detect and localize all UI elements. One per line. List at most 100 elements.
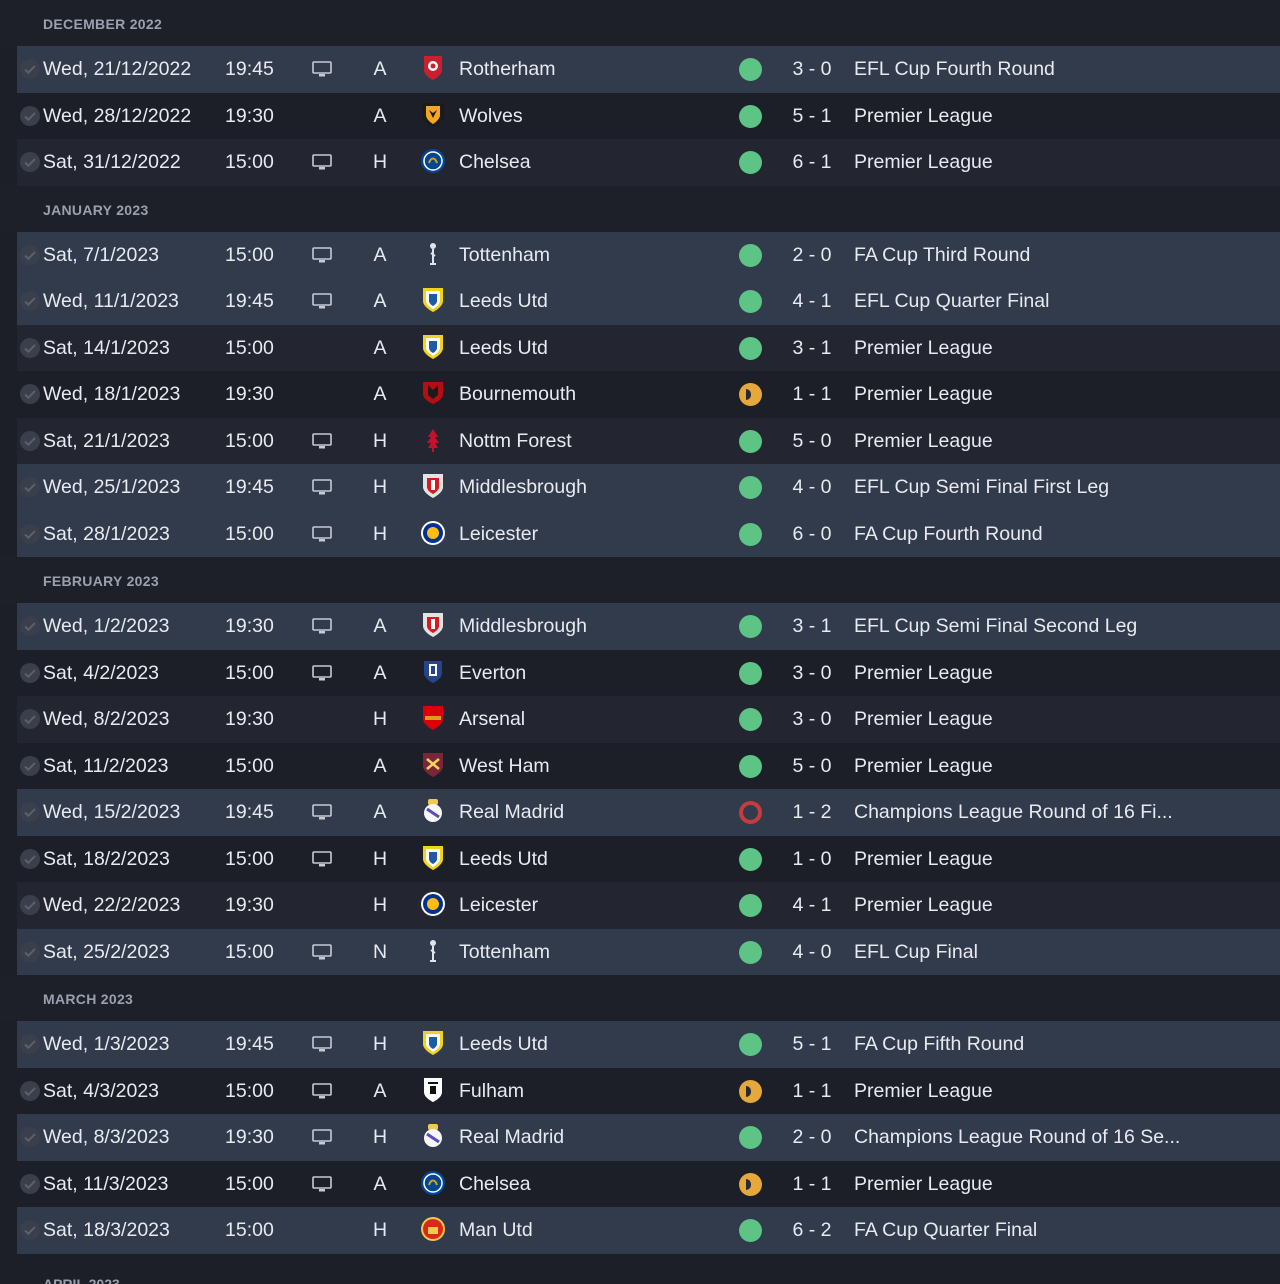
fixture-score[interactable]: 3 - 1 — [792, 615, 832, 637]
fixture-row[interactable]: Sat, 11/3/2023 15:00 A Chelsea 1 - 1 Premier … — [17, 1160, 1280, 1207]
fixture-row[interactable]: Sat, 4/3/2023 15:00 A Fulham 1 - 1 Premier Le… — [17, 1067, 1280, 1115]
fixture-score[interactable]: 6 - 1 — [792, 151, 832, 173]
fixture-row[interactable]: Sat, 4/2/2023 15:00 A Everton 3 - 0 Premier L… — [17, 649, 1280, 696]
opponent-name[interactable]: Fulham — [459, 1079, 525, 1102]
competition-name[interactable]: FA Cup Third Round — [854, 243, 1031, 266]
opponent-name[interactable]: Leeds Utd — [459, 1033, 548, 1055]
competition-name[interactable]: Premier League — [854, 661, 993, 684]
fixture-row[interactable]: Wed, 8/2/2023 19:30 H Arsenal 3 - 0 Premier L… — [17, 696, 1280, 743]
fixture-score[interactable]: 5 - 0 — [792, 429, 832, 452]
competition-name[interactable]: Premier League — [854, 151, 993, 173]
opponent-name[interactable]: Everton — [459, 661, 527, 684]
opponent-name[interactable]: Man Utd — [459, 1219, 533, 1241]
opponent-name[interactable]: Middlesbrough — [459, 615, 587, 637]
opponent-name[interactable]: Nottm Forest — [459, 429, 572, 452]
opponent-name[interactable]: Bournemouth — [459, 383, 577, 405]
competition-name[interactable]: Premier League — [854, 383, 993, 405]
competition-name[interactable]: Premier League — [854, 336, 993, 359]
fixture-row[interactable]: Sat, 28/1/2023 15:00 H Leicester 6 - 0 FA Cup… — [17, 510, 1280, 557]
fixture-score[interactable]: 5 - 0 — [792, 754, 832, 777]
fixture-row[interactable]: Wed, 21/12/2022 19:45 A Rotherham 3 - 0 EFL C… — [17, 46, 1280, 93]
opponent-name[interactable]: Tottenham — [459, 940, 551, 963]
opponent-name[interactable]: Rotherham — [459, 58, 556, 80]
competition-name[interactable]: Premier League — [854, 1079, 993, 1102]
fixture-row[interactable]: Sat, 7/1/2023 15:00 A Tottenham 2 - 0 FA Cup … — [17, 231, 1280, 278]
fixture-row[interactable]: Wed, 25/1/2023 19:45 H Middlesbrough 4 - 0 EF… — [17, 464, 1280, 511]
opponent-name[interactable]: Leeds Utd — [459, 847, 548, 870]
competition-name[interactable]: EFL Cup Quarter Final — [854, 290, 1050, 312]
opponent-name[interactable]: Chelsea — [459, 151, 531, 173]
opponent-name[interactable]: Real Madrid — [459, 1126, 565, 1148]
competition-name[interactable]: Premier League — [854, 754, 993, 777]
competition-name[interactable]: Premier League — [854, 429, 993, 452]
opponent-name[interactable]: Arsenal — [459, 708, 526, 730]
fixture-row[interactable]: Wed, 18/1/2023 19:30 A Bournemouth 1 - 1 Prem… — [17, 371, 1280, 418]
fixture-row[interactable]: Wed, 28/12/2022 19:30 A Wolves 5 - 1 Premier … — [17, 92, 1280, 139]
fixture-row[interactable]: Sat, 31/12/2022 15:00 H Chelsea 6 - 1 Premier… — [17, 139, 1280, 186]
competition-name[interactable]: EFL Cup Fourth Round — [854, 58, 1055, 80]
opponent-name[interactable]: Tottenham — [459, 243, 551, 266]
fixture-score[interactable]: 1 - 1 — [792, 1172, 832, 1195]
fixture-row[interactable]: Sat, 18/3/2023 15:00 H Man Utd 6 - 2 FA Cup Q… — [17, 1207, 1280, 1254]
result-indicator — [739, 1068, 763, 1115]
fixture-row[interactable]: Wed, 1/2/2023 19:30 A Middlesbrough 3 - 1 EFL… — [17, 603, 1280, 650]
fixture-score[interactable]: 3 - 0 — [792, 58, 832, 80]
fixture-row[interactable]: Sat, 11/2/2023 15:00 A West Ham 5 - 0 Premier… — [17, 742, 1280, 789]
fixture-score[interactable]: 6 - 0 — [792, 522, 832, 545]
fixture-score[interactable]: 4 - 1 — [792, 290, 832, 312]
opponent-name[interactable]: Chelsea — [459, 1172, 531, 1195]
fixture-row[interactable]: Wed, 11/1/2023 19:45 A Leeds Utd 4 - 1 EFL Cu… — [17, 278, 1280, 325]
opponent-name[interactable]: Middlesbrough — [459, 476, 587, 498]
fixture-row[interactable]: Wed, 1/3/2023 19:45 H Leeds Utd 5 - 1 FA Cup … — [17, 1021, 1280, 1068]
fixture-score[interactable]: 4 - 1 — [792, 894, 832, 916]
fixture-row[interactable]: Wed, 8/3/2023 19:30 H Real Madrid 2 - 0 Champ… — [17, 1114, 1280, 1161]
competition-name[interactable]: Champions League Round of 16 Fi... — [854, 801, 1173, 823]
competition-name[interactable]: Champions League Round of 16 Se... — [854, 1126, 1181, 1148]
fixture-row[interactable]: Wed, 15/2/2023 19:45 A Real Madrid 1 - 2 Cham… — [17, 789, 1280, 836]
fixture-score[interactable]: 1 - 1 — [792, 1079, 832, 1102]
fixture-venue: H — [372, 894, 388, 916]
competition-name[interactable]: EFL Cup Semi Final Second Leg — [854, 615, 1138, 637]
opponent-name[interactable]: Leicester — [459, 894, 539, 916]
fixture-score[interactable]: 2 - 0 — [792, 243, 832, 266]
fixture-venue: N — [372, 940, 388, 963]
opponent-name[interactable]: Leicester — [459, 522, 539, 545]
fixture-row[interactable]: Sat, 18/2/2023 15:00 H Leeds Utd 1 - 0 Premie… — [17, 835, 1280, 882]
opponent-name[interactable]: Wolves — [459, 104, 523, 127]
fixture-score[interactable]: 2 - 0 — [792, 1126, 832, 1148]
opponent-name[interactable]: Leeds Utd — [459, 336, 548, 359]
competition-name[interactable]: Premier League — [854, 894, 993, 916]
competition-name[interactable]: FA Cup Quarter Final — [854, 1219, 1038, 1241]
win-icon — [739, 476, 762, 499]
fixture-row[interactable]: Sat, 25/2/2023 15:00 N Tottenham 4 - 0 EFL Cu… — [17, 928, 1280, 975]
fixture-row[interactable]: Sat, 21/1/2023 15:00 H Nottm Forest 5 - 0 Pre… — [17, 417, 1280, 464]
fixture-score[interactable]: 3 - 0 — [792, 708, 832, 730]
competition-name[interactable]: FA Cup Fourth Round — [854, 522, 1043, 545]
competition-name[interactable]: Premier League — [854, 847, 993, 870]
played-check-icon — [19, 1207, 41, 1254]
competition-name[interactable]: Premier League — [854, 1172, 993, 1195]
fixture-score[interactable]: 3 - 1 — [792, 336, 832, 359]
opponent-name[interactable]: Leeds Utd — [459, 290, 548, 312]
competition-name[interactable]: Premier League — [854, 708, 993, 730]
fixture-row[interactable]: Sat, 14/1/2023 15:00 A Leeds Utd 3 - 1 Premie… — [17, 324, 1280, 371]
fixture-score[interactable]: 1 - 2 — [792, 801, 832, 823]
fixture-score[interactable]: 5 - 1 — [792, 1033, 832, 1055]
fixture-score[interactable]: 4 - 0 — [792, 940, 832, 963]
opponent-name[interactable]: West Ham — [459, 754, 550, 777]
competition-name[interactable]: EFL Cup Semi Final First Leg — [854, 476, 1110, 498]
tv-icon — [312, 46, 334, 93]
fixture-score[interactable]: 1 - 0 — [792, 847, 832, 870]
competition-name[interactable]: EFL Cup Final — [854, 940, 978, 963]
fixture-score[interactable]: 6 - 2 — [792, 1219, 832, 1241]
fixture-score[interactable]: 3 - 0 — [792, 661, 832, 684]
competition-name[interactable]: FA Cup Fifth Round — [854, 1033, 1025, 1055]
fixture-score[interactable]: 5 - 1 — [792, 104, 832, 127]
win-icon — [739, 1219, 762, 1242]
fixture-score[interactable]: 4 - 0 — [792, 476, 832, 498]
fixture-row[interactable]: Wed, 22/2/2023 19:30 H Leicester 4 - 1 Premie… — [17, 882, 1280, 929]
opponent-name[interactable]: Real Madrid — [459, 801, 565, 823]
competition-name[interactable]: Premier League — [854, 104, 993, 127]
fixture-score[interactable]: 1 - 1 — [792, 383, 832, 405]
played-check-icon — [19, 789, 41, 836]
